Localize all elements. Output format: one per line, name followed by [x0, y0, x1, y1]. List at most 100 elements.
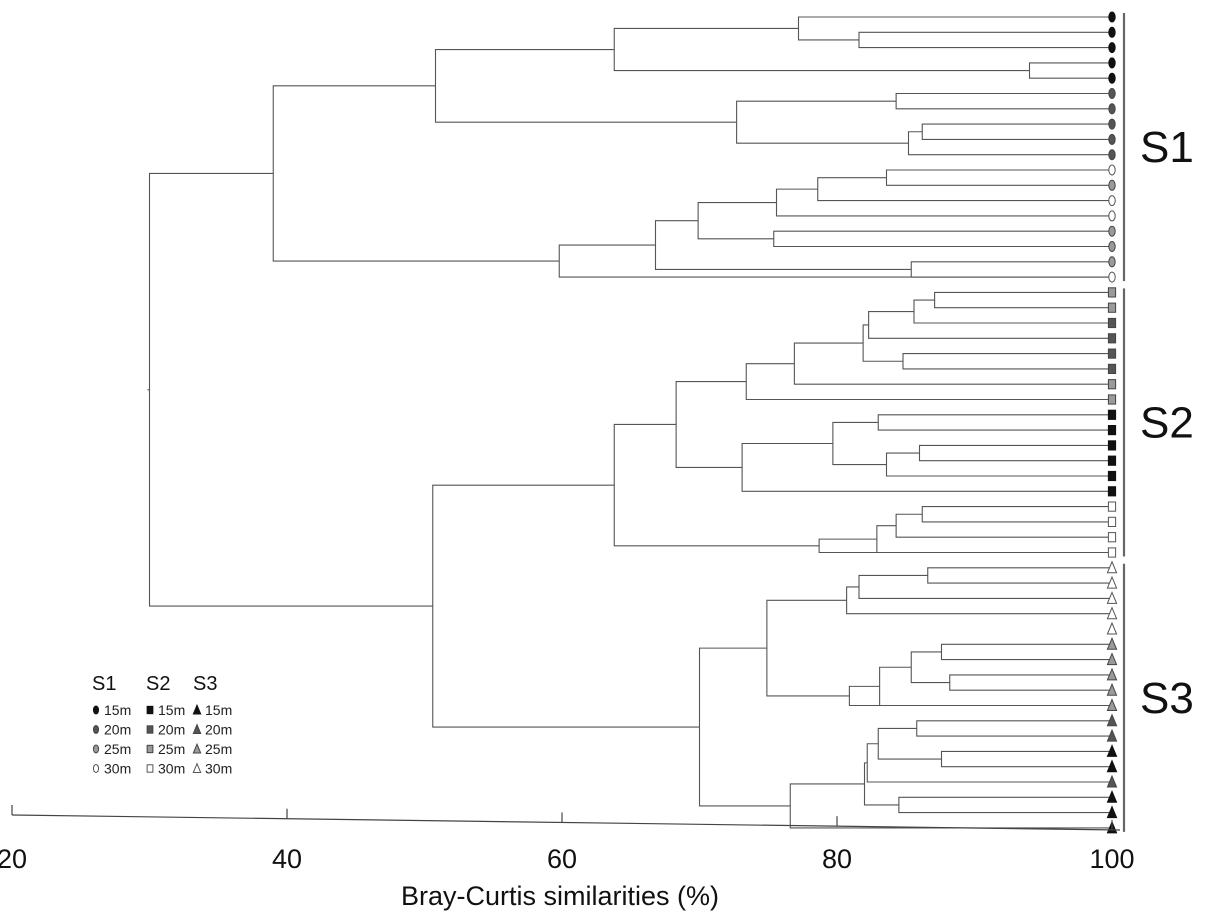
leaf-marker	[1107, 425, 1117, 436]
legend-marker	[146, 725, 154, 734]
dendrogram-branch	[789, 783, 1112, 829]
dendrogram-branch	[910, 261, 1112, 278]
leaf-marker	[1107, 317, 1117, 329]
dendrogram-branch	[793, 342, 1112, 385]
dendrogram-branch	[885, 452, 1112, 477]
leaf-marker	[1108, 256, 1116, 268]
leaf-marker	[1106, 667, 1118, 681]
dendrogram-branch	[866, 743, 1112, 783]
dendrogram-branch	[895, 92, 1112, 110]
x-axis: 20 40 60 80 100 Bray-Curtis similarities (%)	[0, 805, 1135, 911]
dendrogram-branch	[775, 188, 1112, 217]
legend-depth-label: 15m	[205, 702, 232, 718]
leaf-marker	[1106, 759, 1118, 773]
leaf-marker	[1107, 287, 1117, 298]
dendrogram-branch	[736, 100, 909, 144]
x-tick-label: 80	[822, 844, 852, 874]
dendrogram-branch	[848, 685, 1112, 707]
dendrogram-branch	[846, 586, 1112, 615]
dendrogram-branch	[858, 574, 1112, 599]
leaf-marker	[1106, 591, 1118, 604]
dendrogram-branch	[613, 423, 820, 547]
dendrogram-branch	[148, 172, 433, 607]
leaf-marker	[1108, 72, 1116, 84]
leaf-marker	[1108, 88, 1116, 99]
dendrogram-branch	[921, 506, 1112, 523]
leaf-marker	[1107, 440, 1117, 451]
dendrogram-branch	[863, 762, 899, 806]
legend-depth-label: 30m	[205, 761, 232, 777]
leaf-marker	[1107, 363, 1117, 374]
dendrogram-branch	[877, 727, 942, 760]
dendrogram-branch	[741, 442, 1112, 492]
dendrogram-branch	[927, 567, 1112, 584]
legend-marker	[146, 705, 154, 715]
leaf-marker	[1107, 348, 1117, 359]
dendrogram-branch	[766, 599, 850, 697]
legend-depth-label: 30m	[104, 761, 131, 777]
legend-depth-label: 25m	[158, 741, 185, 757]
leaf-marker	[1108, 133, 1116, 145]
dendrogram-branch	[558, 244, 1112, 278]
dendrogram-branch	[898, 796, 1112, 814]
leaf-marker	[1108, 179, 1116, 191]
legend-depth-label: 15m	[104, 702, 131, 718]
leaf-marker	[1107, 409, 1117, 420]
leaf-marker	[1107, 470, 1117, 482]
legend-header: S1	[92, 673, 116, 695]
legend-header: S2	[146, 673, 170, 695]
dendrogram-branch	[877, 414, 1112, 431]
dendrogram-branch	[697, 201, 777, 240]
dendrogram-branch	[1028, 62, 1112, 79]
dendrogram-branch	[910, 651, 950, 684]
group-label: S2	[1140, 398, 1194, 447]
legend: S1 S2 S3 15m 15m 15m 20m 20m 20m 25m 25m 25m 30m 30m 3…	[92, 673, 232, 777]
dendrogram-branch	[885, 169, 1112, 186]
legend-marker	[192, 742, 202, 754]
x-axis-ticks: 20 40 60 80 100	[0, 805, 1135, 874]
x-tick-label: 100	[1089, 844, 1134, 874]
legend-marker	[192, 762, 202, 773]
leaf-marker	[1108, 57, 1116, 69]
leaf-marker	[1107, 486, 1117, 497]
legend-marker	[92, 725, 100, 734]
legend-header: S3	[193, 673, 217, 695]
leaf-marker	[1108, 271, 1116, 283]
leaf-marker	[1106, 728, 1118, 742]
dendrogram-branch	[876, 525, 1112, 554]
dendrogram-branch	[654, 220, 912, 271]
dendrogram-branch	[949, 674, 1112, 691]
leaf-marker	[1107, 516, 1117, 527]
dendrogram-branch	[272, 85, 560, 262]
dendrogram-branch	[940, 750, 1112, 768]
leaf-marker	[1106, 744, 1118, 757]
legend-depth-label: 25m	[104, 741, 131, 757]
leaf-marker	[1106, 575, 1118, 589]
leaf-marker	[1107, 302, 1117, 313]
group-label: S3	[1140, 674, 1194, 723]
legend-depth-label: 15m	[158, 702, 185, 718]
dendrogram-branch	[818, 538, 1112, 554]
leaf-marker	[1106, 652, 1118, 666]
leaf-marker	[1108, 241, 1116, 252]
leaf-marker	[1108, 149, 1116, 161]
dendrogram-branch	[921, 123, 1112, 140]
dendrogram-branch	[913, 299, 1112, 324]
dendrogram-branch	[817, 177, 1112, 202]
dendrogram-branch	[613, 27, 1030, 72]
leaf-markers	[1106, 11, 1118, 834]
leaf-marker	[1108, 103, 1116, 115]
leaf-marker	[1107, 547, 1117, 558]
dendrogram-branch	[918, 444, 1112, 462]
legend-marker	[92, 744, 100, 754]
dendrogram-branch	[858, 31, 1112, 49]
dendrogram-branch	[879, 666, 1112, 707]
legend-marker	[192, 723, 202, 734]
legend-marker	[92, 705, 100, 715]
legend-depth-label: 20m	[104, 722, 131, 738]
legend-depth-label: 25m	[205, 741, 232, 757]
leaf-marker	[1108, 11, 1116, 23]
leaf-marker	[1106, 606, 1118, 620]
group-label: S1	[1140, 123, 1194, 172]
dendrogram-branch	[675, 381, 747, 468]
